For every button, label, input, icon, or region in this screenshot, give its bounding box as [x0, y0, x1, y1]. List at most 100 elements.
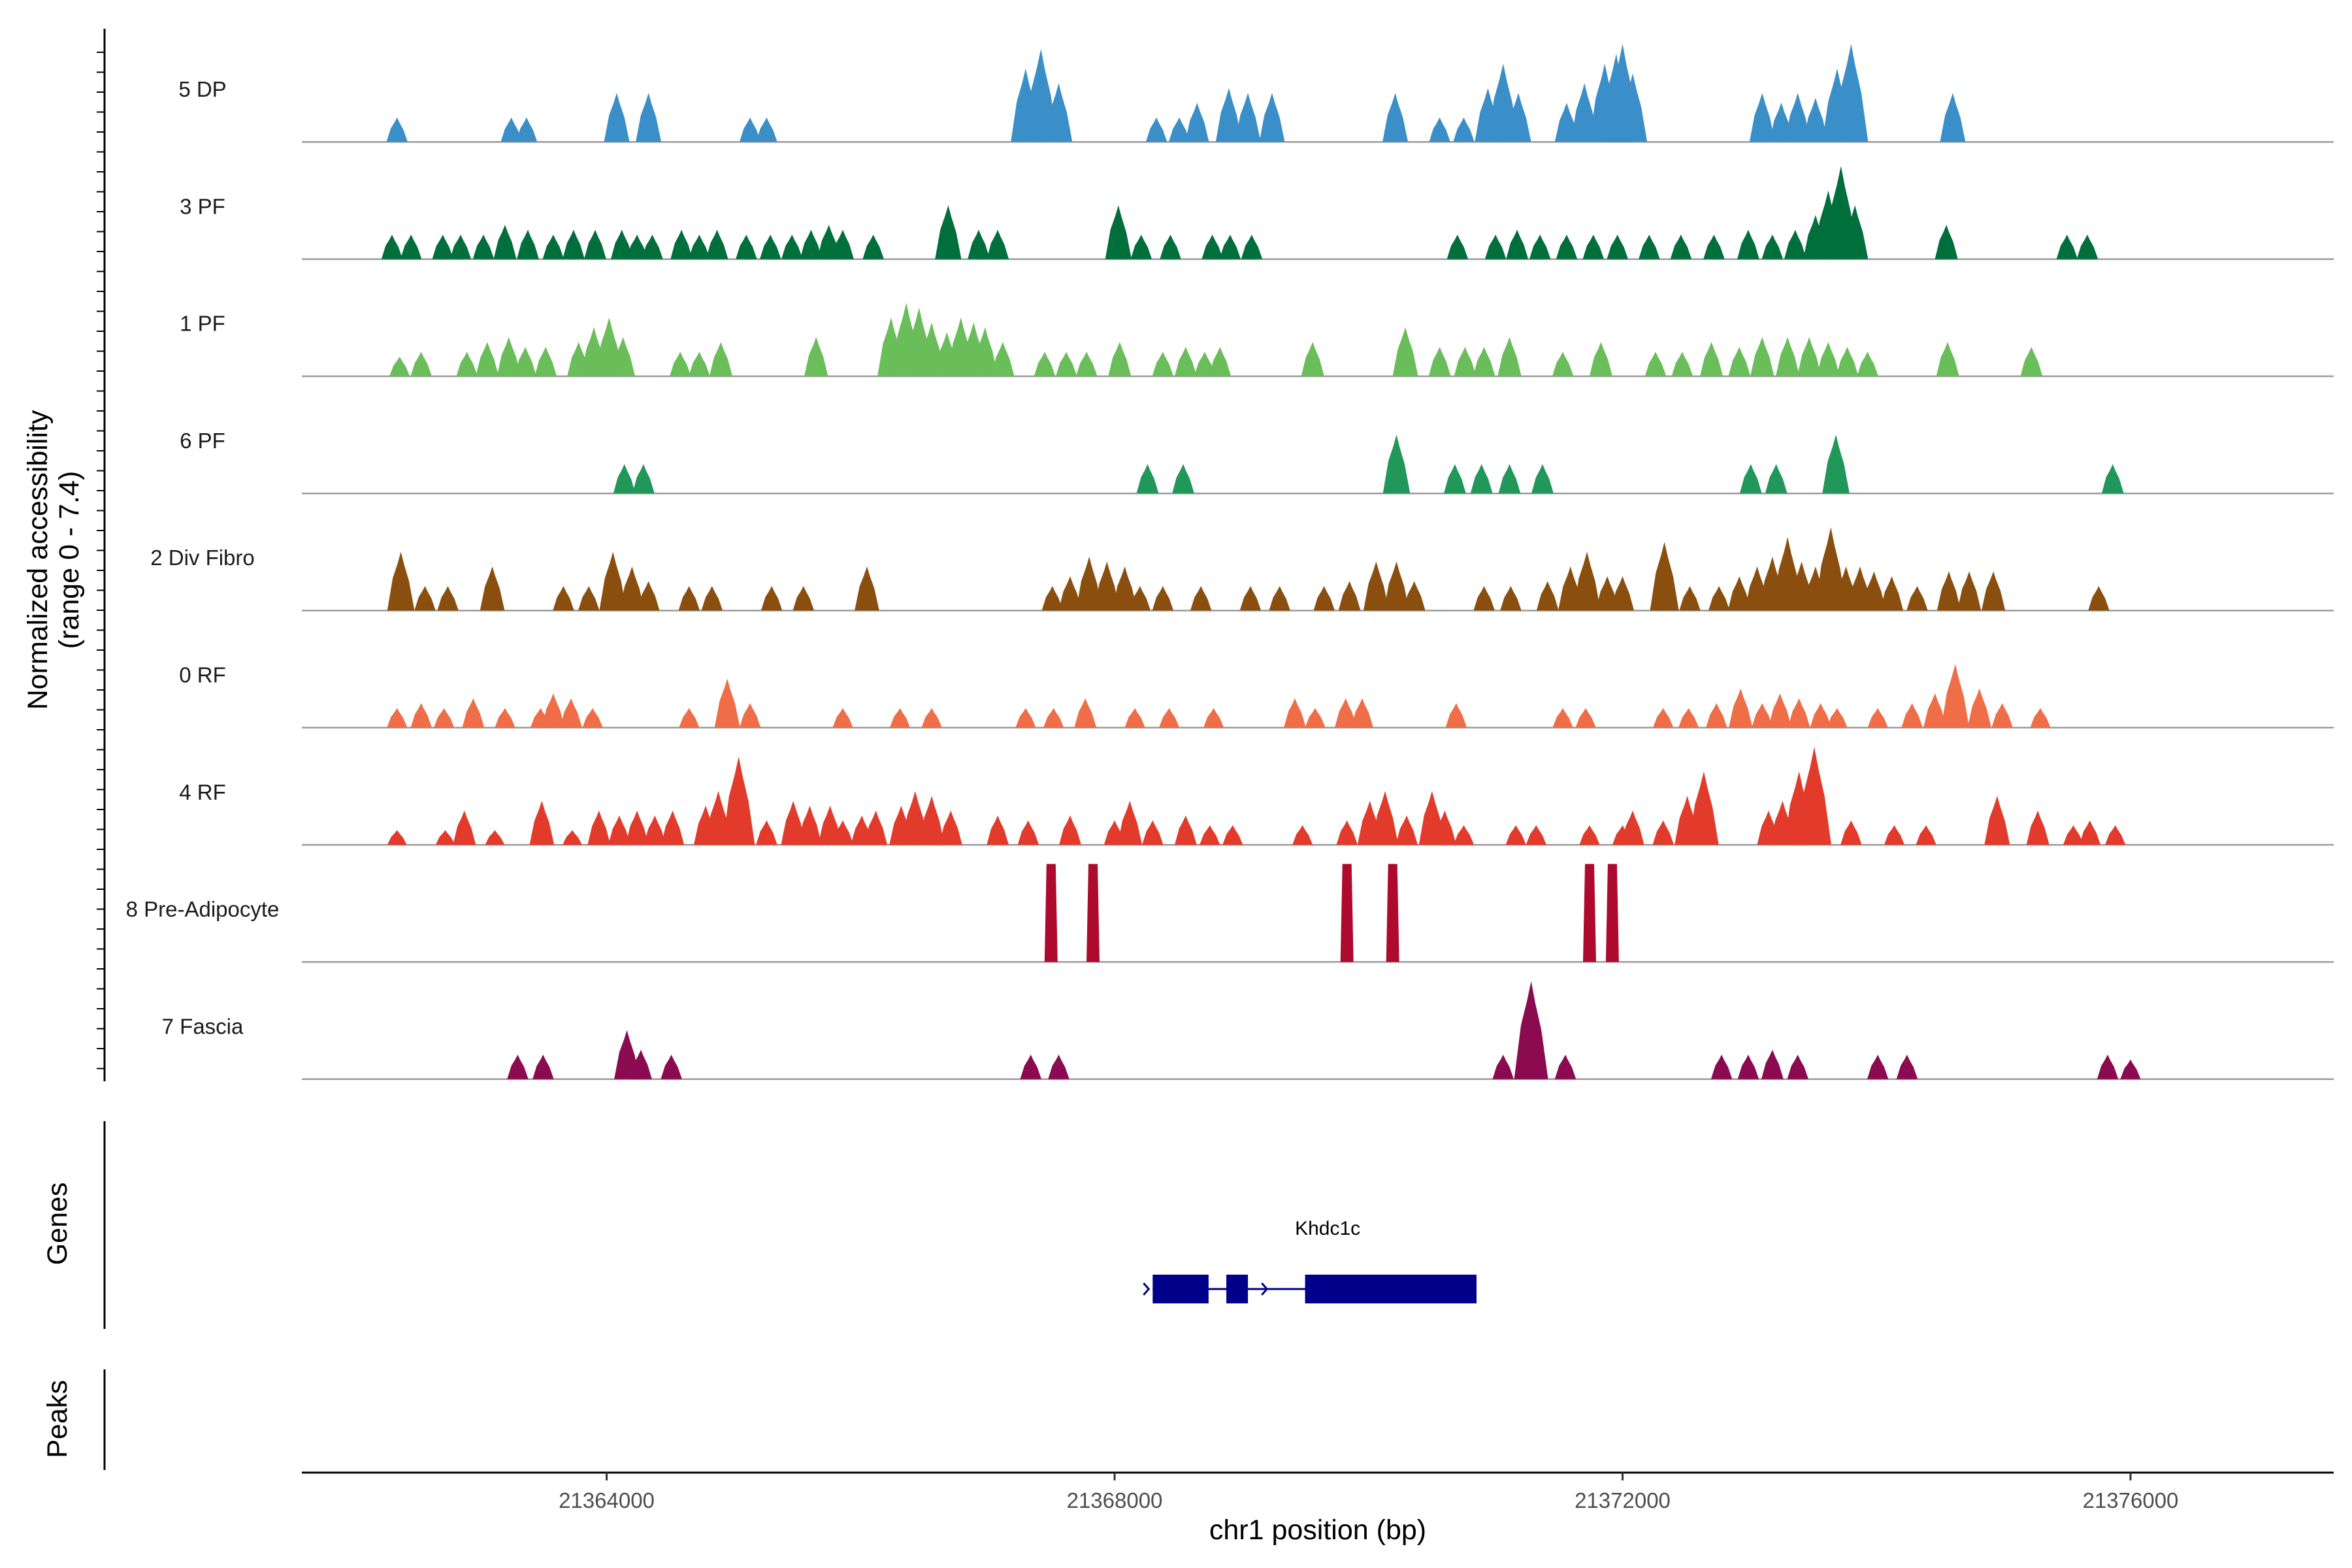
accessibility-peak [1737, 229, 1759, 259]
accessibility-peak [1618, 73, 1648, 142]
accessibility-peak [736, 235, 757, 259]
accessibility-peak [1827, 708, 1848, 728]
accessibility-peak [862, 235, 884, 259]
accessibility-peak [1076, 351, 1098, 376]
accessibility-peak [1840, 820, 1862, 845]
accessibility-peak [1652, 820, 1674, 845]
accessibility-peak [1386, 864, 1399, 962]
accessibility-peak [1168, 117, 1190, 142]
accessibility-peak [1880, 576, 1904, 611]
accessibility-peak [1981, 571, 2006, 611]
accessibility-peak [604, 93, 630, 142]
accessibility-peak [1086, 864, 1100, 962]
accessibility-peak [1446, 235, 1469, 259]
accessibility-peak [1117, 800, 1143, 845]
accessibility-peak [1678, 708, 1699, 728]
accessibility-peak [1583, 864, 1596, 962]
accessibility-peak [678, 586, 700, 611]
track-label: 5 DP [178, 77, 226, 101]
accessibility-peak [1105, 205, 1132, 259]
accessibility-peak [670, 229, 693, 259]
accessibility-peak [1739, 464, 1762, 494]
accessibility-peak [1761, 235, 1784, 259]
accessibility-peak [485, 830, 505, 845]
accessibility-peak [756, 820, 777, 845]
accessibility-peak [939, 810, 962, 845]
accessibility-peak [1284, 698, 1306, 728]
accessibility-peak [1936, 571, 1961, 611]
accessibility-peak [1607, 235, 1628, 259]
accessibility-peak [1589, 342, 1612, 376]
accessibility-peak [1884, 825, 1905, 845]
accessibility-peak [414, 586, 436, 611]
accessibility-peak [1923, 693, 1947, 728]
accessibility-peak [1650, 542, 1679, 611]
accessibility-peak [637, 581, 660, 611]
track-label: 4 RF [179, 780, 226, 804]
accessibility-peak [400, 235, 422, 259]
accessibility-peak [1428, 346, 1451, 376]
accessibility-peak [1776, 336, 1800, 376]
accessibility-peak [1020, 1054, 1041, 1079]
accessibility-peak [2020, 346, 2043, 376]
accessibility-peak [855, 566, 879, 611]
accessibility-peak [1259, 93, 1285, 142]
accessibility-peak [432, 235, 453, 259]
accessibility-peak [1749, 93, 1775, 142]
accessibility-peak [1269, 586, 1290, 611]
accessibility-peak [1727, 576, 1751, 611]
accessibility-peak [642, 235, 663, 259]
accessibility-peak [1556, 235, 1578, 259]
accessibility-peak [1017, 820, 1039, 845]
accessibility-peak [434, 708, 455, 728]
accessibility-peak [553, 586, 574, 611]
track-2-div-fibro: 2 Div Fibro [150, 527, 2334, 612]
accessibility-peak [1957, 571, 1982, 611]
accessibility-peak [1048, 1054, 1070, 1079]
x-tick-label: 21372000 [1575, 1488, 1671, 1512]
accessibility-peak [1916, 825, 1936, 845]
accessibility-peak [410, 703, 432, 728]
accessibility-peak [472, 235, 495, 259]
accessibility-peak [619, 566, 645, 611]
accessibility-peak [1444, 464, 1466, 494]
track-8-pre-adipocyte: 8 Pre-Adipocyte [126, 864, 2334, 963]
accessibility-peak [972, 327, 998, 376]
accessibility-peak [1429, 117, 1450, 142]
accessibility-peak [987, 815, 1009, 845]
accessibility-peak [987, 229, 1009, 259]
accessibility-peak [1940, 93, 1966, 142]
gene-exon [1152, 1275, 1209, 1303]
left-axes [97, 29, 106, 1470]
accessibility-peak [1392, 327, 1418, 376]
accessibility-peak [689, 235, 710, 259]
accessibility-peak [1836, 346, 1859, 376]
accessibility-peak [1514, 981, 1548, 1079]
accessibility-peak [1219, 235, 1241, 259]
accessibility-peak [1305, 708, 1326, 728]
accessibility-peak [661, 1054, 682, 1079]
accessibility-peak [1906, 586, 1928, 611]
track-0-rf: 0 RF [179, 663, 2334, 729]
accessibility-peak [1124, 708, 1145, 728]
accessibility-peak [1371, 791, 1399, 845]
accessibility-peak [1453, 117, 1475, 142]
accessibility-peak [800, 229, 823, 259]
y-axis-title: Normalized accessibility [22, 410, 54, 710]
accessibility-peak [2076, 235, 2099, 259]
accessibility-peak [1313, 586, 1335, 611]
accessibility-peak [919, 796, 945, 845]
accessibility-peak [456, 351, 478, 376]
accessibility-peak [1200, 825, 1220, 845]
accessibility-peak [1761, 1049, 1784, 1079]
accessibility-peak [563, 830, 582, 845]
accessibility-peak [1403, 581, 1426, 611]
accessibility-peak [1936, 342, 1959, 376]
accessibility-peak [1497, 336, 1522, 376]
accessibility-peak [410, 351, 432, 376]
accessibility-peak [1710, 1054, 1733, 1079]
accessibility-peak [1554, 1054, 1576, 1079]
accessibility-peak [1984, 796, 2010, 845]
strand-arrow-icon [1261, 1282, 1269, 1296]
accessibility-peak [1941, 664, 1970, 728]
